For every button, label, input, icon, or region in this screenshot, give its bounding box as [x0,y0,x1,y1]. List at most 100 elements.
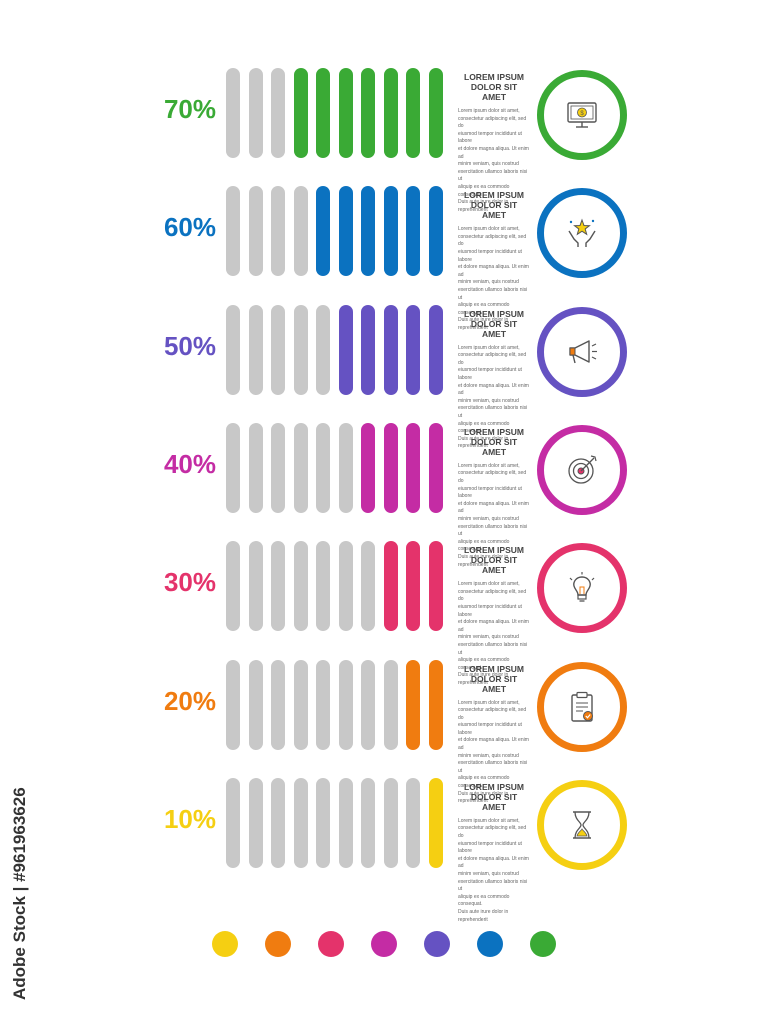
description-title: LOREM IPSUM DOLOR SIT AMET [464,426,524,457]
description-body: Lorem ipsum dolor sit amet, consectetur … [458,699,529,805]
progress-bar-empty [316,304,330,395]
icon-ring: $ [537,70,627,160]
progress-bar-empty [271,68,285,158]
watermark-text: Adobe Stock | #961963626 [10,787,29,1000]
icon-ring [537,661,627,752]
progress-bar-empty [271,304,285,395]
progress-bar-empty [226,68,240,158]
progress-bar-filled [338,68,353,158]
progress-bar-empty [248,68,263,158]
palette-dot [424,931,450,957]
progress-bar-empty [316,777,330,868]
progress-bar-empty [248,541,263,632]
progress-bar-filled [428,659,443,750]
progress-bar-filled [316,186,330,277]
palette-dot [530,931,556,957]
progress-bar-filled [383,304,398,395]
progress-bar-filled [406,68,420,158]
progress-bars [226,68,450,158]
description-title: LOREM IPSUM DOLOR SIT AMET [464,663,524,694]
progress-bar-empty [226,541,240,632]
palette-dot [477,931,503,957]
description-title: LOREM IPSUM DOLOR SIT AMET [464,545,524,576]
lightbulb-icon [564,570,600,606]
progress-bar-empty [293,304,308,395]
progress-bar-empty [248,659,263,750]
svg-text:$: $ [580,111,584,117]
megaphone-icon [564,334,600,370]
progress-bar-filled [428,68,443,158]
clipboard-check-icon [564,689,600,725]
percent-label: 30% [163,567,216,598]
description-title: LOREM IPSUM DOLOR SIT AMET [464,308,524,339]
description-body: Lorem ipsum dolor sit amet, consectetur … [458,108,529,213]
progress-bars [226,659,450,750]
progress-bar-empty [226,304,240,395]
progress-bars [226,422,450,513]
progress-row: 20% LOREM IPSUM DOLOR SIT AMET Lorem ipsum… [0,659,769,804]
progress-bar-empty [271,541,285,632]
description-body: Lorem ipsum dolor sit amet, consectetur … [458,817,529,923]
icon-ring [537,188,627,279]
money-monitor-icon: $ [564,97,600,133]
progress-bar-empty [293,186,308,277]
palette-dot [212,931,238,957]
progress-bar-filled [406,659,420,750]
progress-bar-empty [338,422,353,513]
progress-bar-empty [248,304,263,395]
description-block: LOREM IPSUM DOLOR SIT AMET Lorem ipsum do… [458,427,530,569]
progress-bars [226,541,450,632]
description-block: LOREM IPSUM DOLOR SIT AMET Lorem ipsum do… [458,782,530,924]
description-title: LOREM IPSUM DOLOR SIT AMET [464,72,524,102]
description-block: LOREM IPSUM DOLOR SIT AMET Lorem ipsum do… [458,190,530,332]
progress-bar-filled [338,186,353,277]
progress-bar-empty [316,541,330,632]
progress-bar-filled [383,541,398,632]
progress-row: 40% LOREM IPSUM DOLOR SIT AMET Lorem ipsum… [0,422,769,568]
progress-bar-empty [383,659,398,750]
palette-dot [371,931,397,957]
progress-bar-empty [338,541,353,632]
progress-bar-empty [226,659,240,750]
target-arrow-icon [564,452,600,488]
progress-bar-filled [361,422,375,513]
progress-bar-filled [316,68,330,158]
description-title: LOREM IPSUM DOLOR SIT AMET [464,190,524,221]
description-body: Lorem ipsum dolor sit amet, consectetur … [458,226,529,332]
percent-label: 20% [163,685,216,716]
description-block: LOREM IPSUM DOLOR SIT AMET Lorem ipsum do… [458,309,530,451]
progress-bar-empty [293,422,308,513]
progress-bar-filled [406,422,420,513]
progress-bar-empty [338,777,353,868]
description-block: LOREM IPSUM DOLOR SIT AMET Lorem ipsum do… [458,545,530,687]
progress-bar-empty [406,777,420,868]
progress-bar-empty [226,777,240,868]
percent-label: 60% [163,212,216,243]
progress-row: 50% LOREM IPSUM DOLOR SIT AMET Lorem ipsum… [0,304,769,449]
palette-dot [265,931,291,957]
progress-bar-empty [316,659,330,750]
progress-bar-empty [271,422,285,513]
progress-bar-filled [383,422,398,513]
progress-bar-empty [361,541,375,632]
palette-dot [318,931,344,957]
percent-label: 50% [163,330,216,361]
progress-bar-filled [428,422,443,513]
progress-row: 30% LOREM IPSUM DOLOR SIT AMET Lorem ipsum… [0,541,769,686]
progress-bar-filled [428,304,443,395]
description-body: Lorem ipsum dolor sit amet, consectetur … [458,344,529,450]
description-body: Lorem ipsum dolor sit amet, consectetur … [458,581,529,686]
progress-bar-filled [361,68,375,158]
progress-bar-empty [338,659,353,750]
hands-star-icon [564,215,600,251]
progress-bar-filled [383,68,398,158]
icon-ring [537,424,627,515]
progress-bar-empty [271,659,285,750]
progress-bar-empty [316,422,330,513]
progress-bar-empty [248,422,263,513]
description-body: Lorem ipsum dolor sit amet, consectetur … [458,462,529,568]
icon-ring [537,306,627,397]
progress-bar-empty [293,541,308,632]
progress-row: 70% LOREM IPSUM DOLOR SIT AMET Lorem ipsum… [0,68,769,213]
percent-label: 70% [163,94,216,124]
